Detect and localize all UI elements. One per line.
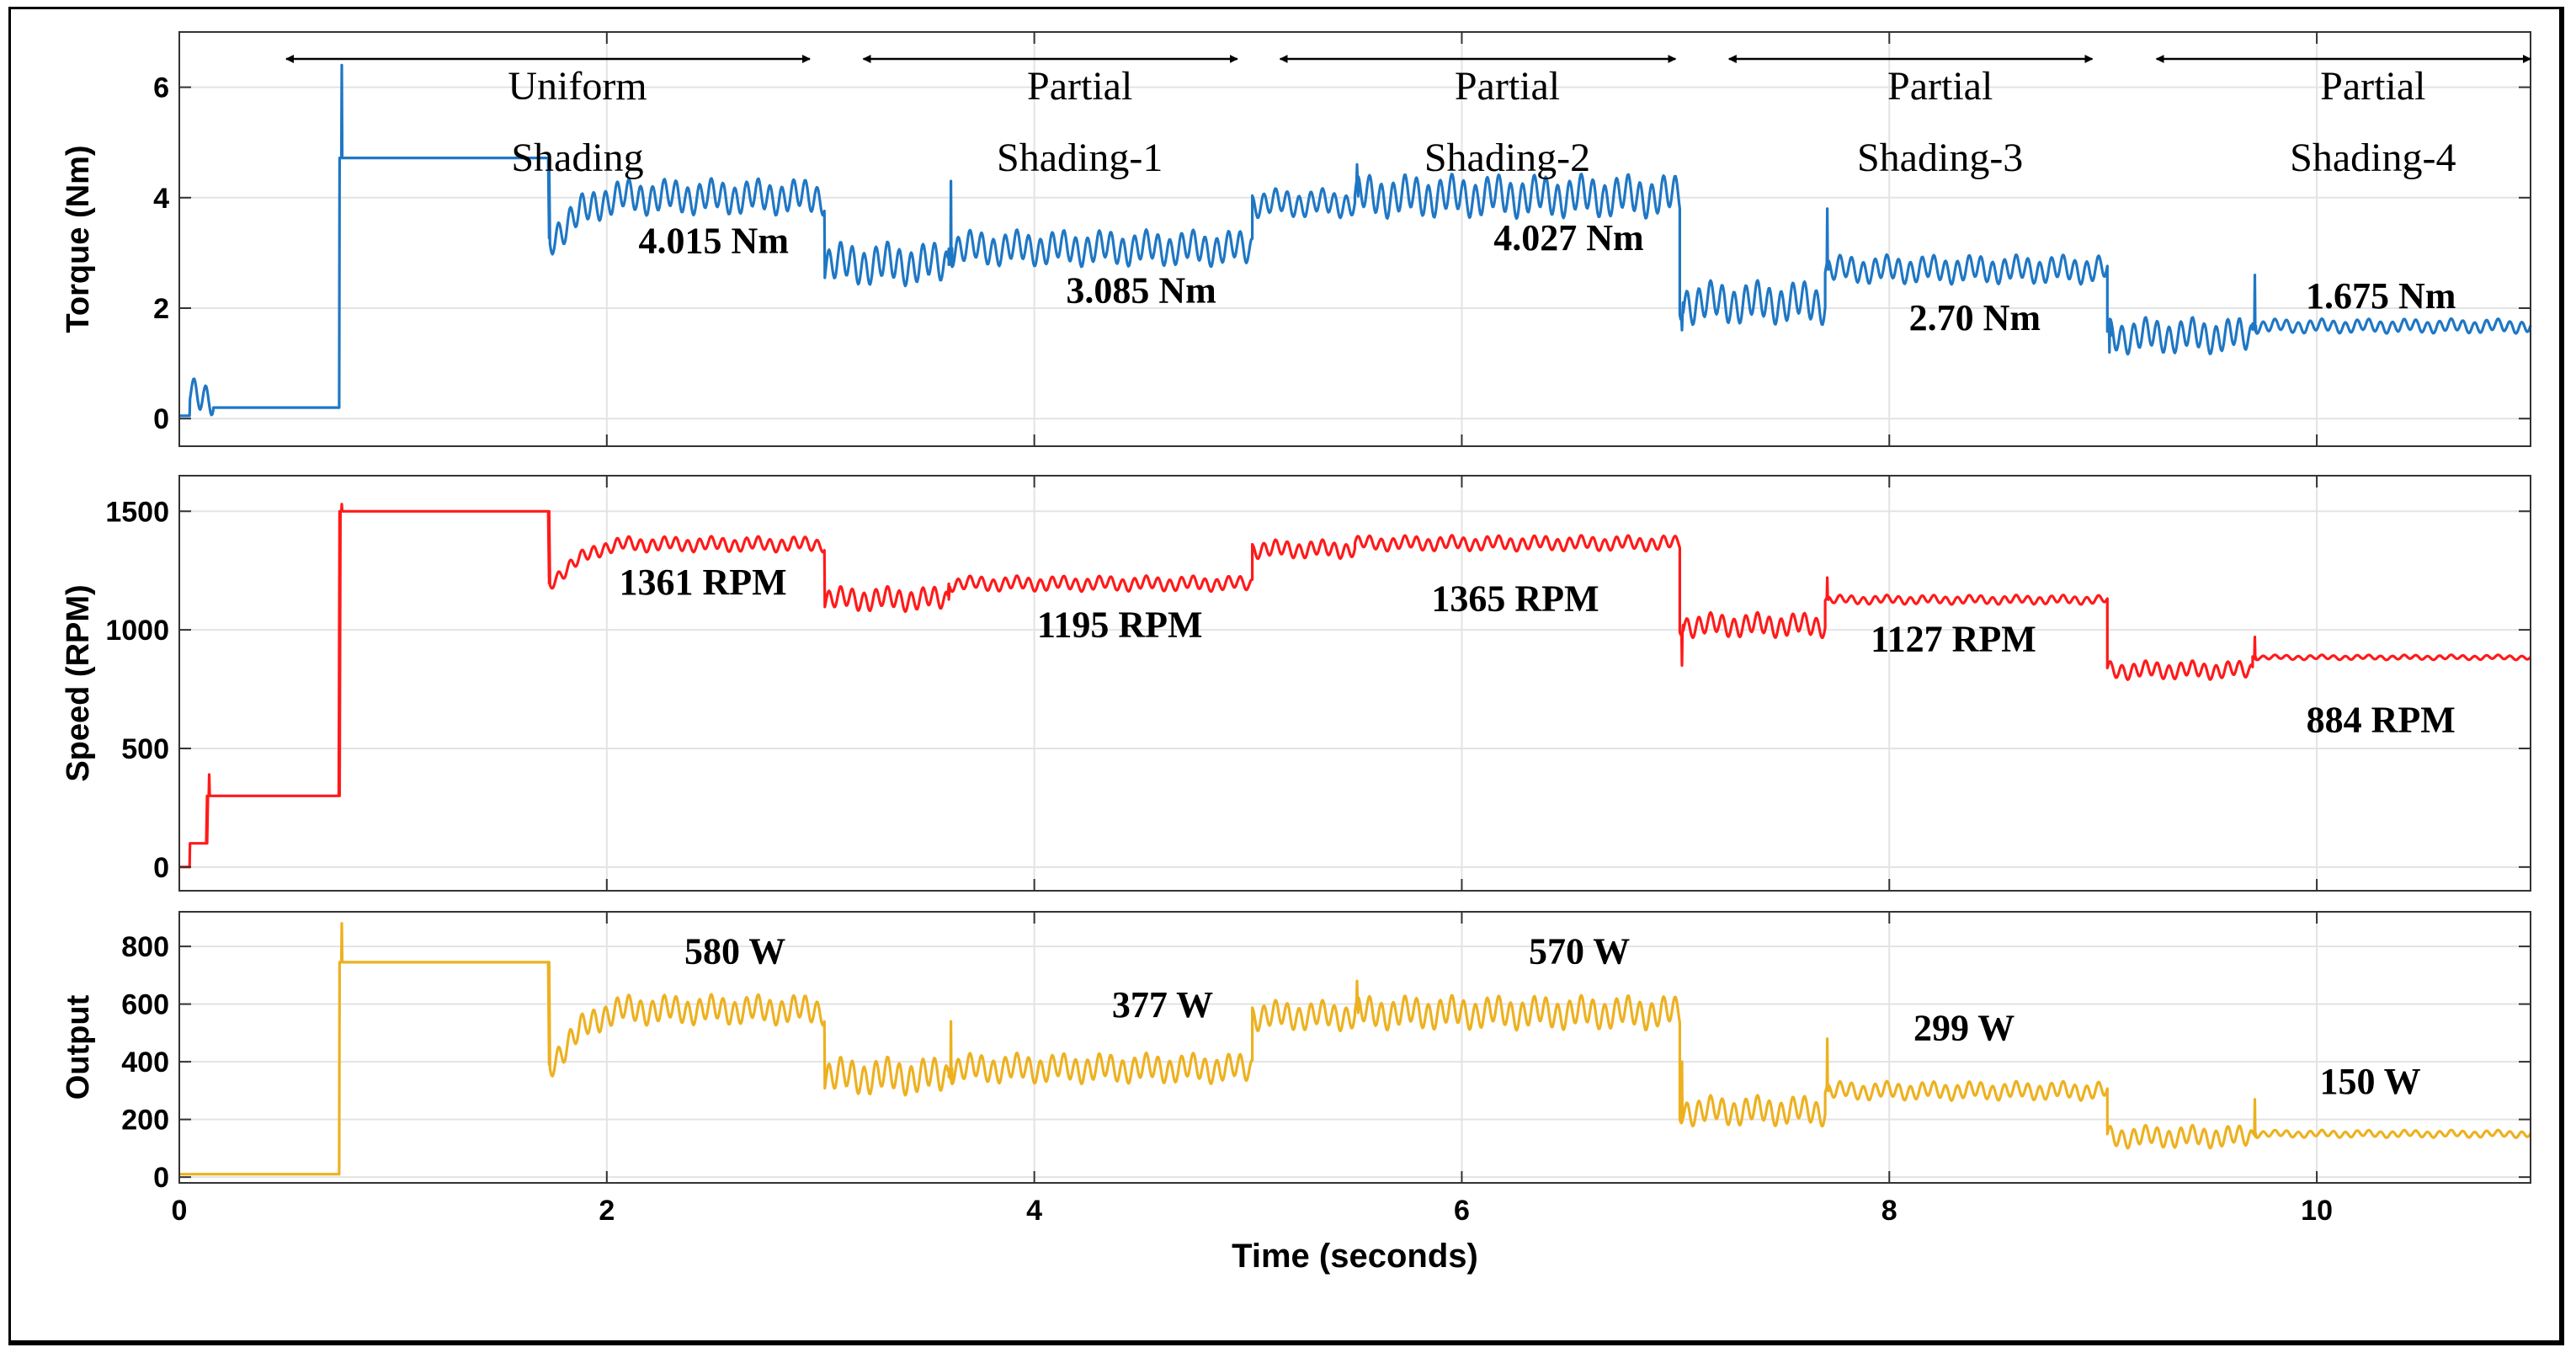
- y-tick-label: 600: [121, 989, 169, 1021]
- region-annotation: Partial Shading-2: [1279, 55, 1677, 180]
- y-tick-label: 200: [121, 1105, 169, 1137]
- y-tick-label: 400: [121, 1046, 169, 1078]
- value-label: 1365 RPM: [1431, 578, 1599, 620]
- y-tick-label: 0: [153, 852, 169, 884]
- value-label: 299 W: [1913, 1007, 2014, 1048]
- panel-torque: 0 2 4 6 Torque (Nm) 4.015 Nm 3.085 Nm 4.027 Nm 2…: [61, 31, 2532, 447]
- value-label: 3.085 Nm: [1066, 269, 1216, 311]
- plot-area: [179, 476, 2531, 891]
- x-tick-label: 2: [599, 1195, 615, 1227]
- plot-frame: [178, 475, 2531, 892]
- region-annotation: Uniform Shading: [285, 55, 812, 180]
- y-tick-label: 0: [153, 403, 169, 435]
- y-tick-label: 0: [153, 1162, 169, 1194]
- region-label-line2: Shading-4: [2290, 136, 2456, 180]
- x-tick-label: 6: [1454, 1195, 1470, 1227]
- value-label: 1.675 Nm: [2306, 275, 2456, 317]
- value-label: 580 W: [684, 931, 785, 972]
- value-label: 884 RPM: [2307, 699, 2456, 740]
- y-tick-label: 1500: [105, 496, 169, 528]
- value-label: 4.027 Nm: [1493, 217, 1643, 258]
- region-label-line2: Shading-2: [1424, 136, 1590, 180]
- value-label: 1361 RPM: [619, 562, 786, 603]
- region-label-line2: Shading-1: [997, 136, 1163, 180]
- y-tick-label: 2: [153, 293, 169, 325]
- y-tick-label: 4: [153, 183, 169, 215]
- region-annotation: Partial Shading-4: [2155, 55, 2531, 180]
- region-label-line1: Partial: [1027, 64, 1132, 109]
- value-label: 4.015 Nm: [639, 220, 789, 261]
- region-label-line1: Partial: [1887, 64, 1993, 109]
- region-label-line2: Shading: [511, 136, 643, 180]
- value-label: 377 W: [1112, 984, 1213, 1025]
- plot-area: [179, 32, 2531, 446]
- value-label: 1195 RPM: [1037, 604, 1203, 646]
- x-axis-label: Time (seconds): [1232, 1238, 1478, 1275]
- panel-output: 0 200 400 600 800 Output 580 W 377 W 570 W 299 W 1…: [61, 911, 2532, 1194]
- y-tick-label: 800: [121, 931, 169, 963]
- series-line-output: [178, 922, 2532, 1176]
- plot-frame: [178, 911, 2531, 1184]
- x-tick-label: 8: [1881, 1195, 1897, 1227]
- x-tick-label: 0: [172, 1195, 188, 1227]
- plot-area: [179, 912, 2531, 1183]
- series-line-torque: [178, 63, 2532, 418]
- region-label-line1: Partial: [2320, 64, 2425, 109]
- y-tick-label: 500: [121, 733, 169, 765]
- value-label: 1127 RPM: [1871, 618, 2036, 659]
- y-axis-label: Torque (Nm): [61, 145, 96, 333]
- panel-speed: 0 500 1000 1500 Speed (RPM) 1361 RPM 1195 RPM 1…: [61, 475, 2532, 892]
- x-tick-label: 4: [1026, 1195, 1042, 1227]
- region-annotation: Partial Shading-1: [862, 55, 1238, 180]
- value-label: 570 W: [1529, 931, 1630, 972]
- value-label: 150 W: [2319, 1061, 2420, 1102]
- region-label-line1: Uniform: [508, 64, 647, 109]
- y-axis-label: Speed (RPM): [61, 584, 96, 781]
- plot-frame: [178, 31, 2531, 447]
- y-tick-label: 1000: [105, 615, 169, 647]
- region-annotation: Partial Shading-3: [1727, 55, 2094, 180]
- series-line-speed: [178, 503, 2532, 869]
- y-tick-label: 6: [153, 72, 169, 104]
- y-axis-label: Output: [61, 994, 96, 1100]
- region-label-line2: Shading-3: [1857, 136, 2023, 180]
- x-tick-label: 10: [2301, 1195, 2333, 1227]
- region-label-line1: Partial: [1455, 64, 1560, 109]
- value-label: 2.70 Nm: [1909, 297, 2041, 338]
